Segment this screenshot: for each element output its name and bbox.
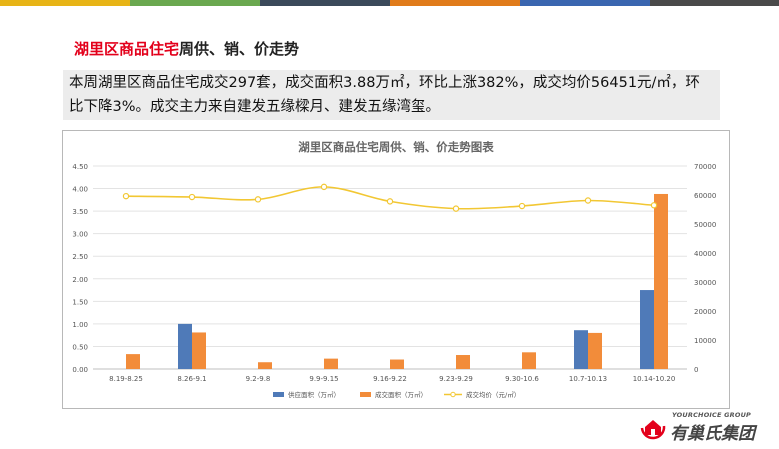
x-tick-label: 8.26-9.1 (177, 375, 206, 383)
chart-svg: 湖里区商品住宅周供、销、价走势图表 0.00 0.50 1.00 1.50 2.00 2.5… (72, 140, 716, 399)
heading-rest: 周供、销、价走势 (179, 40, 300, 58)
supply-bar (178, 323, 192, 369)
y-left-tick-label: 4.50 (72, 163, 88, 171)
y-left-tick-label: 3.00 (72, 231, 88, 239)
y-left-tick-label: 1.50 (72, 298, 88, 306)
y-left-tick-label: 2.50 (72, 253, 88, 261)
sold-bar (588, 332, 602, 369)
y-right-tick-label: 60000 (694, 192, 716, 200)
x-tick-label: 9.30-10.6 (505, 375, 539, 383)
house-seal-icon (640, 420, 666, 440)
sold-bar (126, 354, 140, 369)
sold-bar (522, 352, 536, 369)
sold-bar (456, 355, 470, 369)
x-tick-label: 10.14-10.20 (633, 375, 676, 383)
price-point (122, 192, 130, 200)
top-bar-segment (390, 0, 520, 6)
sold-bar (324, 358, 338, 369)
x-tick-label: 9.23-9.29 (439, 375, 473, 383)
top-color-bar (0, 0, 779, 6)
top-bar-segment (130, 0, 260, 6)
sold-bar (192, 332, 206, 369)
x-tick-label: 9.2-9.8 (246, 375, 271, 383)
y-left-tick-label: 2.00 (72, 276, 88, 284)
page-heading: 湖里区商品住宅周供、销、价走势 (74, 38, 299, 59)
price-point (254, 196, 262, 203)
y-left-tick-label: 3.50 (72, 208, 88, 216)
summary-text: 本周湖里区商品住宅成交297套，成交面积3.88万㎡，环比上涨382%，成交均价… (63, 70, 720, 120)
legend-swatch (360, 392, 371, 397)
legend-label: 成交面积（万㎡） (375, 390, 427, 399)
price-point (320, 183, 328, 191)
company-logo: YOURCHOICE GROUP 有巢氏集团 (638, 410, 774, 444)
top-bar-segment (0, 0, 130, 6)
y-right-tick-label: 70000 (694, 163, 716, 171)
y-left-tick-label: 4.00 (72, 186, 88, 194)
price-point (518, 202, 526, 210)
supply-bar (574, 330, 588, 369)
x-tick-label: 9.9-9.15 (309, 375, 338, 383)
y-right-tick-label: 10000 (694, 337, 716, 345)
logo-chinese-text: 有巢氏集团 (670, 424, 755, 444)
y-left-tick-label: 0.50 (72, 343, 88, 351)
legend-swatch (273, 392, 284, 397)
sold-bar (390, 359, 404, 369)
logo-english-text: YOURCHOICE GROUP (672, 411, 752, 419)
y-right-tick-label: 40000 (694, 250, 716, 258)
sold-bar (654, 193, 668, 369)
chart-container: 湖里区商品住宅周供、销、价走势图表 0.00 0.50 1.00 1.50 2.00 2.5… (62, 130, 730, 409)
supply-bar (640, 290, 654, 369)
y-right-tick-label: 20000 (694, 308, 716, 316)
top-bar-segment (520, 0, 650, 6)
x-tick-label: 10.7-10.13 (569, 375, 607, 383)
price-point (386, 198, 394, 205)
x-tick-label: 8.19-8.25 (109, 375, 143, 383)
chart-title: 湖里区商品住宅周供、销、价走势图表 (298, 140, 494, 154)
top-bar-segment (650, 0, 779, 6)
legend-label: 成交均价（元/㎡） (466, 390, 520, 399)
y-left-tick-label: 1.00 (72, 321, 88, 329)
y-right-tick-label: 50000 (694, 221, 716, 229)
x-tick-label: 9.16-9.22 (373, 375, 407, 383)
price-point (188, 193, 196, 201)
price-point (452, 205, 460, 212)
price-point (650, 202, 658, 209)
heading-highlight: 湖里区商品住宅 (74, 40, 180, 58)
sold-bar (258, 362, 272, 369)
y-right-tick-label: 0 (694, 366, 698, 374)
y-left-tick-label: 0.00 (72, 366, 88, 374)
y-right-tick-label: 30000 (694, 279, 716, 287)
legend-label: 供应面积（万㎡） (288, 390, 340, 399)
legend-swatch-point (450, 391, 456, 398)
price-line (125, 186, 655, 210)
top-bar-segment (260, 0, 390, 6)
price-point (584, 197, 592, 204)
